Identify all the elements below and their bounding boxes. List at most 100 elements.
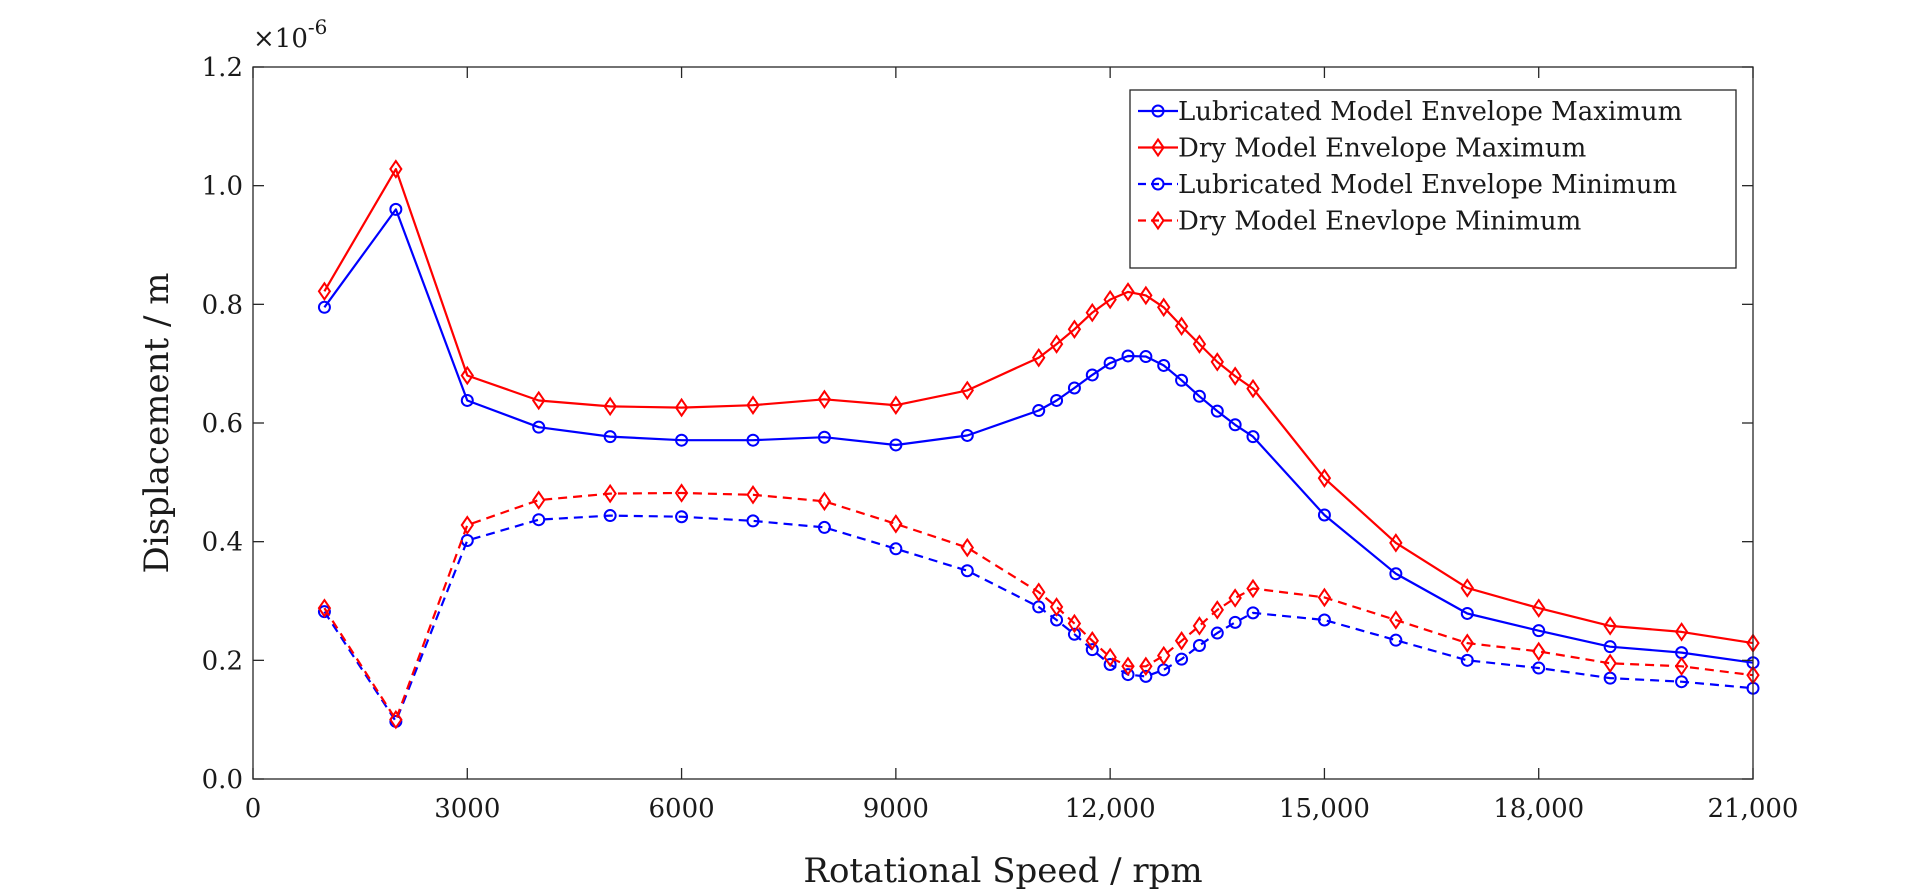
data-point: [1103, 356, 1117, 370]
data-point: [1210, 404, 1224, 418]
x-tick-label: 0: [245, 794, 262, 824]
y-tick-label: 0.8: [202, 290, 243, 320]
data-point: [1103, 289, 1117, 310]
data-point: [1050, 393, 1064, 407]
legend-item: Lubricated Model Envelope Minimum: [1138, 170, 1677, 200]
series-line: [323, 514, 1754, 723]
legend-item: Dry Model Enevlope Minimum: [1138, 207, 1581, 237]
series-3: [317, 509, 1760, 728]
y-axis-multiplier-base: ×10: [253, 24, 308, 54]
data-point: [1174, 316, 1189, 337]
x-tick-label: 15,000: [1279, 794, 1370, 824]
series-line: [323, 491, 1754, 721]
data-point: [817, 430, 831, 444]
data-point: [1192, 639, 1206, 652]
data-point: [603, 483, 617, 504]
legend-box: [1129, 89, 1737, 269]
data-point: [1192, 389, 1206, 403]
legend-swatch-marker: [1151, 137, 1165, 158]
data-point: [1139, 669, 1153, 683]
y-tick-label: 0.2: [202, 646, 243, 676]
data-point: [460, 365, 474, 386]
y-tick-label: 1.2: [202, 53, 243, 83]
data-point: [1157, 297, 1171, 318]
data-point: [317, 300, 331, 314]
data-point: [1210, 626, 1224, 640]
x-tick-label: 18,000: [1493, 794, 1584, 824]
data-point: [1085, 368, 1099, 382]
data-point: [746, 395, 760, 415]
legend-label: Lubricated Model Envelope Minimum: [1178, 170, 1677, 200]
data-point: [603, 509, 617, 523]
data-point: [317, 598, 332, 618]
data-point: [1603, 653, 1617, 674]
data-point: [1049, 334, 1064, 354]
data-point: [1228, 366, 1242, 386]
data-point: [1389, 610, 1403, 630]
data-point: [1049, 597, 1064, 617]
data-point: [1228, 588, 1242, 608]
data-point: [1121, 656, 1135, 677]
data-point: [1210, 600, 1224, 620]
data-point: [532, 390, 546, 411]
data-point: [1139, 656, 1153, 677]
axis-ticks: 0 3000 6000 9000 12,000 15,000 18,000 21,000 0.0…: [202, 53, 1799, 824]
x-tick-label: 12,000: [1065, 794, 1156, 824]
series-line: [323, 168, 1754, 645]
x-tick-label: 6000: [648, 794, 714, 824]
data-point: [960, 428, 974, 442]
data-point: [1603, 640, 1617, 654]
data-point: [1532, 661, 1546, 675]
legend: Lubricated Model Envelope Maximum Dry Mod…: [1129, 89, 1737, 269]
data-point: [1103, 657, 1117, 671]
data-point: [1246, 606, 1260, 620]
data-point: [817, 520, 831, 534]
y-axis-multiplier-exponent: -6: [308, 15, 327, 39]
data-point: [1317, 613, 1331, 627]
data-point: [1246, 430, 1260, 444]
data-point: [1139, 285, 1153, 306]
data-point: [1175, 652, 1189, 666]
data-point: [1067, 319, 1082, 340]
data-point: [960, 380, 974, 401]
data-point: [1085, 643, 1099, 657]
data-point: [1210, 352, 1224, 372]
series-line: [323, 208, 1754, 664]
data-point: [960, 564, 974, 578]
y-axis-multiplier: ×10-6: [253, 15, 327, 54]
data-point: [1460, 606, 1474, 620]
data-point: [1532, 598, 1546, 618]
data-point: [889, 395, 903, 415]
data-point: [1121, 349, 1135, 363]
data-point: [1532, 624, 1546, 638]
data-point: [889, 542, 903, 556]
y-tick-label: 1.0: [202, 172, 243, 202]
data-point: [889, 514, 903, 534]
series-1: [317, 202, 1760, 670]
data-point: [1675, 675, 1689, 689]
data-point: [1032, 582, 1046, 602]
y-tick-label: 0.0: [202, 765, 243, 795]
data-point: [1032, 404, 1046, 418]
legend-item: Dry Model Envelope Maximum: [1138, 134, 1586, 164]
data-point: [1674, 656, 1689, 677]
data-point: [1085, 630, 1099, 651]
data-point: [1460, 633, 1474, 653]
x-tick-label: 3000: [434, 794, 500, 824]
data-point: [389, 159, 403, 179]
data-point: [746, 485, 760, 505]
data-point: [746, 433, 760, 447]
data-point: [1067, 381, 1081, 395]
data-point: [1460, 578, 1474, 598]
data-point: [675, 510, 689, 524]
legend-swatch-marker: [1151, 104, 1165, 118]
legend-label: Lubricated Model Envelope Maximum: [1178, 97, 1682, 127]
data-point: [317, 281, 332, 302]
data-point: [603, 430, 617, 444]
x-tick-label: 21,000: [1708, 794, 1799, 824]
data-point: [1067, 627, 1081, 641]
data-point: [1603, 616, 1617, 636]
data-point: [1121, 282, 1135, 302]
data-point: [817, 491, 832, 512]
